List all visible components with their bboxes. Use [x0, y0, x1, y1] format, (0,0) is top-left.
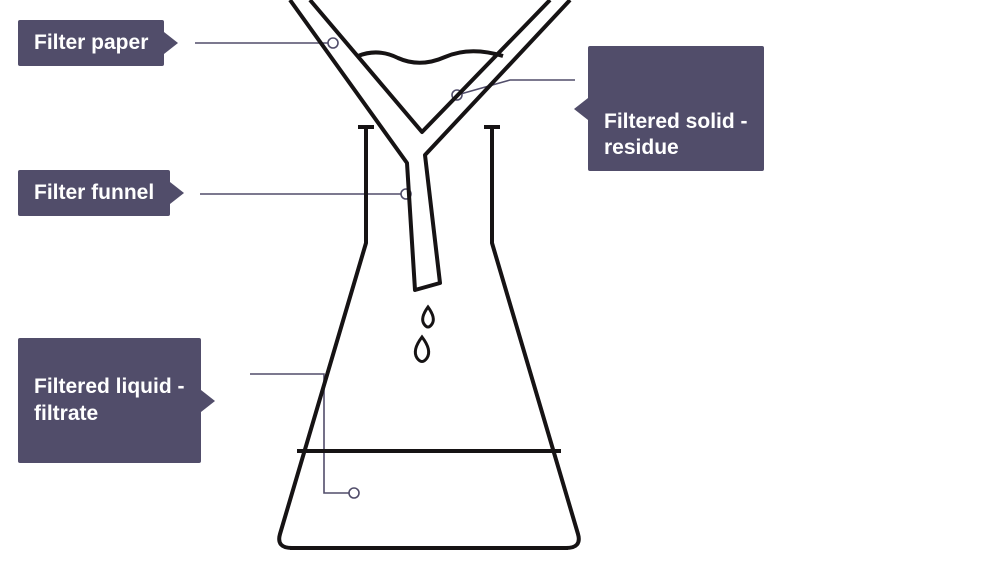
label-pointer-icon — [170, 182, 184, 204]
label-filter-funnel: Filter funnel — [18, 170, 170, 216]
filter-paper-shape — [310, 0, 550, 132]
filtration-diagram — [0, 0, 1008, 567]
label-pointer-icon — [201, 390, 215, 412]
label-filtered-liquid: Filtered liquid -filtrate — [18, 338, 201, 463]
label-text: Filtered liquid -filtrate — [34, 375, 185, 424]
label-filtered-solid: Filtered solid -residue — [588, 46, 764, 171]
label-text: Filter paper — [34, 31, 148, 54]
label-filter-paper: Filter paper — [18, 20, 164, 66]
filtrate-drops — [415, 307, 433, 362]
label-text: Filter funnel — [34, 181, 154, 204]
leader-lines — [195, 38, 575, 498]
residue-surface — [358, 51, 503, 63]
label-pointer-icon — [164, 32, 178, 54]
label-text: Filtered solid -residue — [604, 110, 748, 159]
label-pointer-icon — [574, 98, 588, 120]
